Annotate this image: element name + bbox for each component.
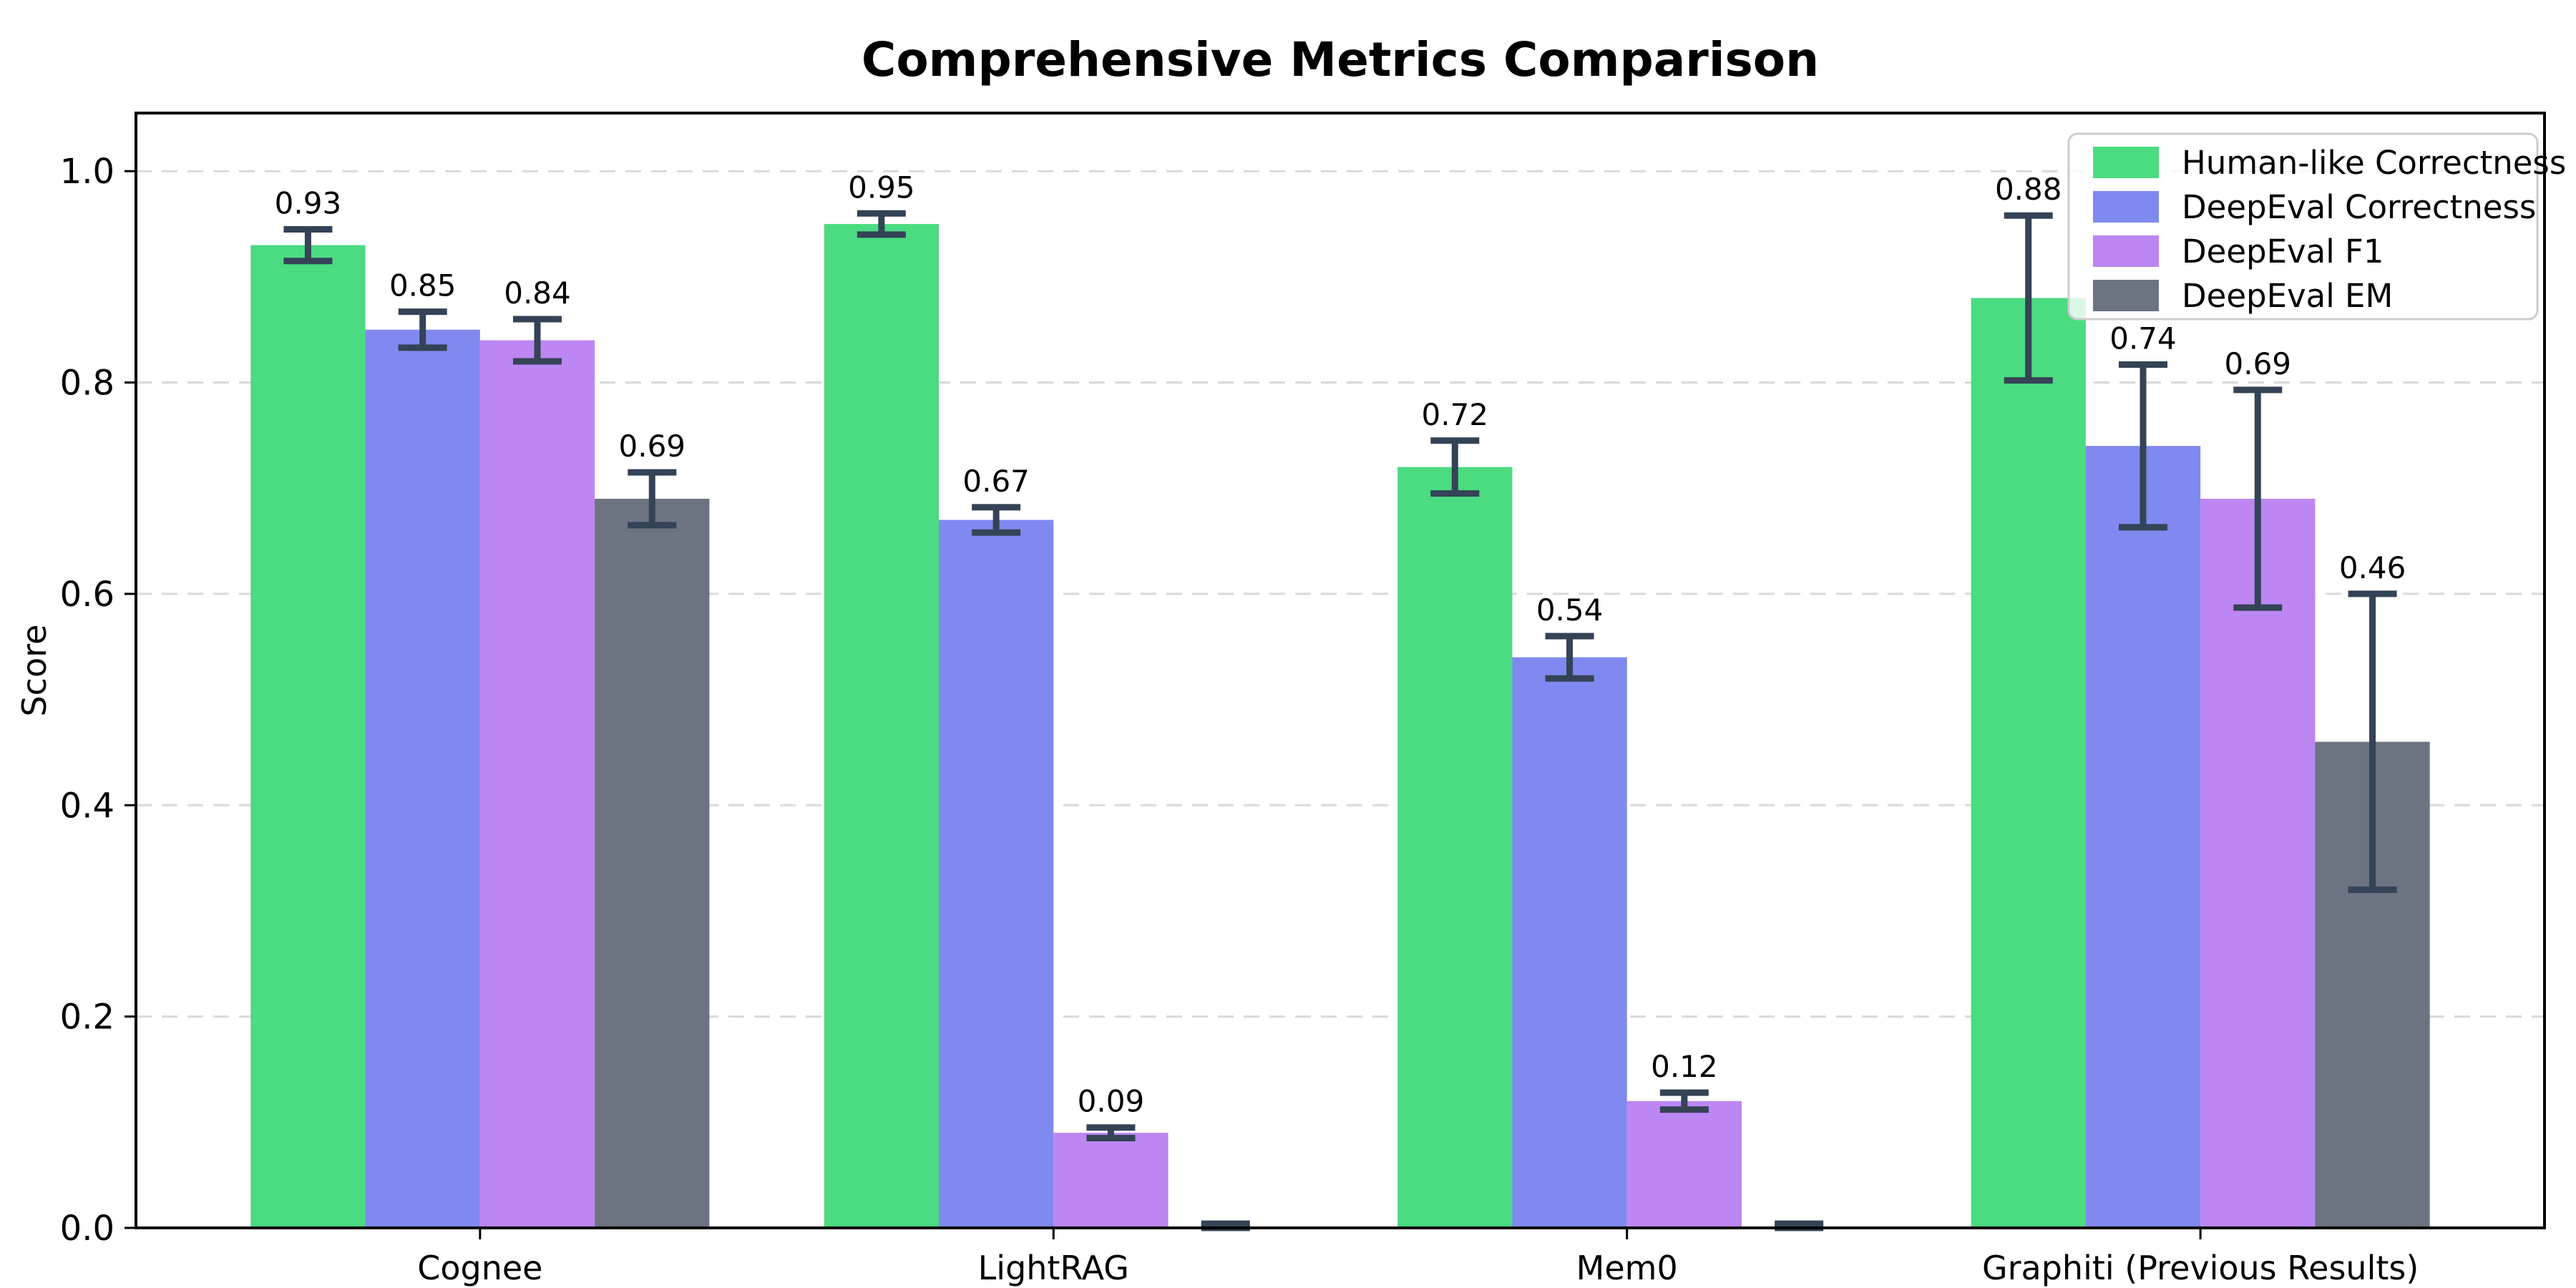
bar-value-label: 0.84 bbox=[504, 275, 571, 311]
x-category-label: Mem0 bbox=[1576, 1249, 1678, 1287]
axes-layer: 0.0 0.2 0.4 0.6 0.8 1.0 Cognee LightRAG Mem0 Grap… bbox=[60, 112, 2546, 1287]
axis-spines bbox=[135, 112, 2546, 1229]
bar-value-label: 0.93 bbox=[275, 185, 342, 220]
bar bbox=[1397, 467, 1513, 1228]
legend-swatch bbox=[2093, 191, 2159, 223]
bar bbox=[2200, 499, 2316, 1228]
legend-swatch bbox=[2093, 235, 2159, 267]
bar bbox=[595, 499, 710, 1228]
legend-swatch bbox=[2093, 280, 2159, 311]
bar bbox=[1512, 657, 1627, 1228]
bar-value-label: 0.72 bbox=[1422, 397, 1489, 432]
bar bbox=[250, 245, 366, 1228]
bars-layer bbox=[250, 224, 2430, 1229]
y-tick-label: 1.0 bbox=[60, 152, 114, 192]
bar-value-label: 0.46 bbox=[2339, 550, 2406, 585]
legend-label: DeepEval Correctness bbox=[2182, 188, 2536, 226]
y-tick-label: 0.2 bbox=[60, 997, 114, 1038]
value-labels-layer: 0.93 0.95 0.72 0.88 0.85 0.67 0.54 0.74 0.84 0.09… bbox=[275, 170, 2406, 1118]
bar bbox=[1053, 1133, 1169, 1228]
bar-value-label: 0.67 bbox=[962, 464, 1030, 499]
legend-swatch bbox=[2093, 147, 2159, 178]
legend: Human-like Correctness DeepEval Correctne… bbox=[2067, 132, 2566, 321]
bar-value-label: 0.88 bbox=[1995, 172, 2062, 207]
legend-label: DeepEval EM bbox=[2182, 277, 2393, 315]
legend-label: Human-like Correctness bbox=[2182, 144, 2566, 182]
bar bbox=[2085, 446, 2201, 1228]
bar-value-label: 0.12 bbox=[1651, 1049, 1718, 1084]
legend-label: DeepEval F1 bbox=[2182, 233, 2384, 270]
bar bbox=[1626, 1101, 1742, 1228]
x-category-label: Cognee bbox=[417, 1249, 542, 1287]
bar-value-label: 0.85 bbox=[389, 268, 457, 303]
bar-value-label: 0.95 bbox=[848, 170, 915, 205]
chart-title: Comprehensive Metrics Comparison bbox=[862, 32, 1819, 87]
bar-value-label: 0.74 bbox=[2109, 321, 2177, 356]
legend-box bbox=[2067, 132, 2539, 321]
x-category-label: LightRAG bbox=[978, 1249, 1129, 1287]
y-tick-label: 0.4 bbox=[60, 786, 114, 826]
bar bbox=[824, 224, 939, 1228]
bar-value-label: 0.09 bbox=[1078, 1084, 1145, 1119]
y-tick-label: 0.0 bbox=[60, 1209, 114, 1249]
bar-value-label: 0.69 bbox=[619, 429, 686, 464]
bar-value-label: 0.54 bbox=[1536, 592, 1604, 628]
x-category-label: Graphiti (Previous Results) bbox=[1982, 1249, 2419, 1287]
bar bbox=[479, 340, 595, 1229]
bar bbox=[365, 329, 480, 1228]
y-tick-label: 0.6 bbox=[60, 575, 114, 615]
y-tick-label: 0.8 bbox=[60, 364, 114, 404]
y-axis-label: Score bbox=[15, 625, 54, 717]
error-bars-layer bbox=[283, 210, 2397, 1231]
bar-value-label: 0.69 bbox=[2225, 346, 2292, 381]
bar bbox=[1971, 298, 2086, 1228]
bar bbox=[939, 519, 1054, 1228]
